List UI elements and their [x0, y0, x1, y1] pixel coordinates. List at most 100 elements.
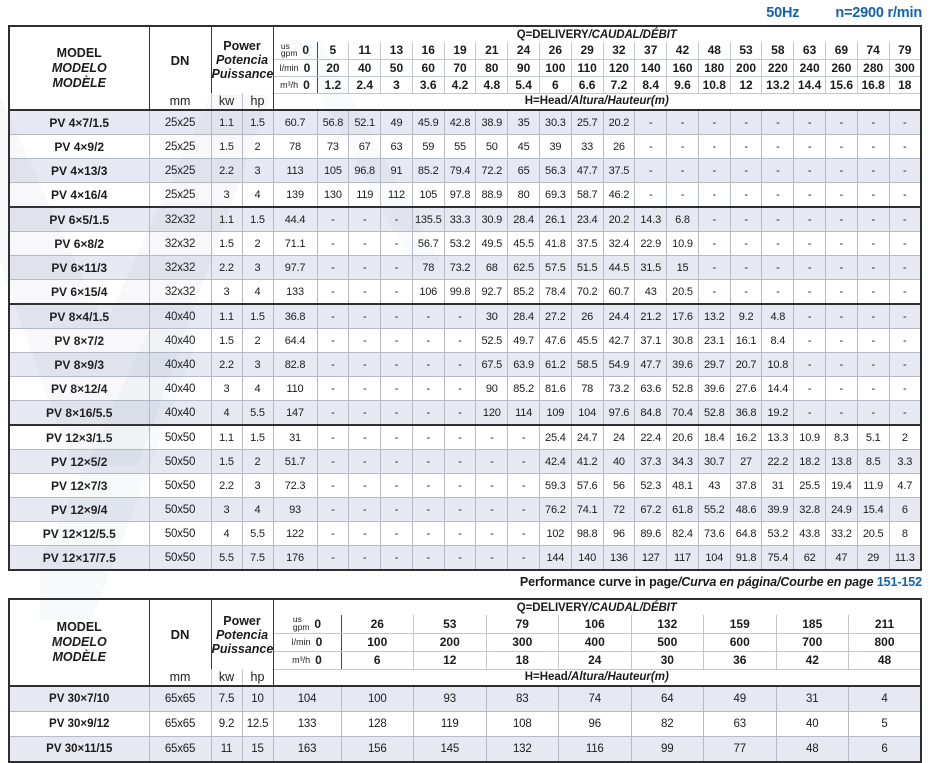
head-value-cell: 72 — [602, 497, 636, 522]
m3h-flow-values: 42 — [776, 651, 849, 670]
head-value-cell: - — [729, 158, 763, 183]
head-value-cell: 68 — [475, 255, 509, 280]
head-value-cell: 72.3 — [272, 473, 318, 498]
dn-cell: 40x40 — [148, 352, 212, 377]
head-value-cell: 47.7 — [570, 158, 604, 183]
head-value-cell: 29.7 — [697, 352, 731, 377]
head-value-cell: - — [729, 279, 763, 305]
head-value-cell: 20.6 — [666, 424, 699, 450]
head-value-cell: - — [316, 255, 350, 280]
lmin-flow-values: 100 — [341, 633, 414, 652]
m3h-flow-values: 18 — [889, 76, 921, 94]
flow-unit-label: us gpm — [280, 42, 298, 59]
flow-zero-value: 0 — [302, 43, 310, 58]
head-value-cell: 45.5 — [507, 231, 540, 256]
head-value-cell: 33.3 — [443, 206, 477, 232]
us-gpm-flow-values: 106 — [558, 615, 632, 634]
flow-unit-cell: us gpm 0 — [273, 615, 342, 634]
hp-cell: 5.5 — [241, 521, 274, 546]
hp-cell: 4 — [241, 279, 274, 305]
head-value-cell: - — [348, 400, 382, 426]
head-value-cell: 33.2 — [825, 521, 858, 546]
head-value-cell: 2 — [888, 424, 922, 450]
head-value-cell: 30.9 — [475, 206, 509, 232]
flow-unit-label: m³/h — [280, 79, 299, 90]
head-value-cell: - — [729, 109, 763, 135]
head-value-cell: 20.2 — [602, 109, 636, 135]
head-value-cell: 31 — [272, 424, 318, 450]
head-value-cell: 52.8 — [697, 400, 731, 426]
head-value-cell: 36.8 — [729, 400, 763, 426]
us-gpm-flow-values: 159 — [703, 615, 777, 634]
head-value-cell: - — [316, 231, 350, 256]
head-value-cell: 82 — [630, 711, 704, 737]
head-value-cell: 8.4 — [761, 328, 795, 353]
head-value-cell: - — [856, 109, 890, 135]
head-value-cell: - — [348, 545, 382, 571]
dn-cell: 25x25 — [148, 109, 212, 135]
head-value-cell: 20.5 — [666, 279, 699, 305]
model-cell: PV 12×7/3 — [8, 473, 150, 498]
lmin-flow-values: 160 — [666, 59, 699, 77]
model-cell: PV 6×15/4 — [8, 279, 150, 305]
head-value-cell: - — [697, 158, 731, 183]
lmin-flow-values: 600 — [703, 633, 777, 652]
head-value-cell: 5.1 — [856, 424, 890, 450]
head-value-cell: - — [411, 545, 445, 571]
head-value-cell: - — [793, 182, 826, 208]
head-value-cell: - — [793, 109, 826, 135]
head-value-cell: 13.8 — [825, 449, 858, 474]
head-value-cell: 89.6 — [634, 521, 668, 546]
head-value-cell: 73.6 — [697, 521, 731, 546]
head-value-cell: 55 — [443, 134, 477, 159]
head-value-cell: 83 — [485, 685, 559, 712]
head-value-cell: - — [856, 182, 890, 208]
head-value-cell: - — [856, 376, 890, 401]
head-value-cell: - — [666, 134, 699, 159]
head-value-cell: - — [634, 182, 668, 208]
dn-cell: 50x50 — [148, 497, 212, 522]
head-value-cell: 122 — [272, 521, 318, 546]
head-value-cell: - — [507, 545, 540, 571]
kw-cell: 2.2 — [210, 255, 243, 280]
dn-cell: 65x65 — [148, 711, 212, 737]
hp-unit-label: hp — [242, 669, 274, 687]
hp-cell: 3 — [241, 473, 274, 498]
head-value-cell: 6 — [848, 736, 922, 763]
head-value-cell: - — [761, 134, 795, 159]
head-value-cell: - — [475, 449, 509, 474]
head-value-cell: - — [825, 231, 858, 256]
head-value-cell: 10.8 — [761, 352, 795, 377]
lmin-flow-values: 260 — [825, 59, 858, 77]
head-value-cell: - — [825, 352, 858, 377]
head-value-cell: - — [507, 449, 540, 474]
head-value-cell: - — [825, 255, 858, 280]
table-row: PV 6×5/1.5 32x32 1.1 1.5 44.4- - -135.5 33.3 30.… — [8, 206, 922, 232]
kw-cell: 2.2 — [210, 158, 243, 183]
head-value-cell: - — [793, 134, 826, 159]
head-value-cell: 63 — [703, 711, 777, 737]
flow-unit-label: us gpm — [292, 615, 310, 632]
head-value-cell: - — [666, 158, 699, 183]
head-value-cell: 6 — [888, 497, 922, 522]
head-value-cell: 25.4 — [538, 424, 572, 450]
head-value-cell: 78 — [272, 134, 318, 159]
model-cell: PV 30×7/10 — [8, 685, 150, 712]
head-value-cell: 133 — [272, 279, 318, 305]
table-row: PV 12×7/3 50x50 2.2 3 72.3- - - - - - -59.3 57.6 56 5… — [8, 473, 922, 498]
head-value-cell: 100 — [340, 685, 414, 712]
head-value-cell: 30.3 — [538, 109, 572, 135]
head-value-cell: - — [348, 255, 382, 280]
head-value-cell: 24.7 — [570, 424, 604, 450]
head-value-cell: - — [316, 424, 350, 450]
us-gpm-flow-values: 53 — [730, 42, 763, 60]
hp-cell: 2 — [241, 328, 274, 353]
head-value-cell: 106 — [411, 279, 445, 305]
table-row: PV 4×9/2 25x25 1.5 2 78 73 67 63 59 55 50 45 39 33 26-… — [8, 134, 922, 159]
head-value-cell: 46.2 — [602, 182, 636, 208]
head-value-cell: 70.2 — [570, 279, 604, 305]
head-value-cell: - — [348, 231, 382, 256]
head-value-cell: 85.2 — [507, 376, 540, 401]
page-reference: 151-152 — [876, 575, 922, 589]
hp-cell: 3 — [241, 255, 274, 280]
